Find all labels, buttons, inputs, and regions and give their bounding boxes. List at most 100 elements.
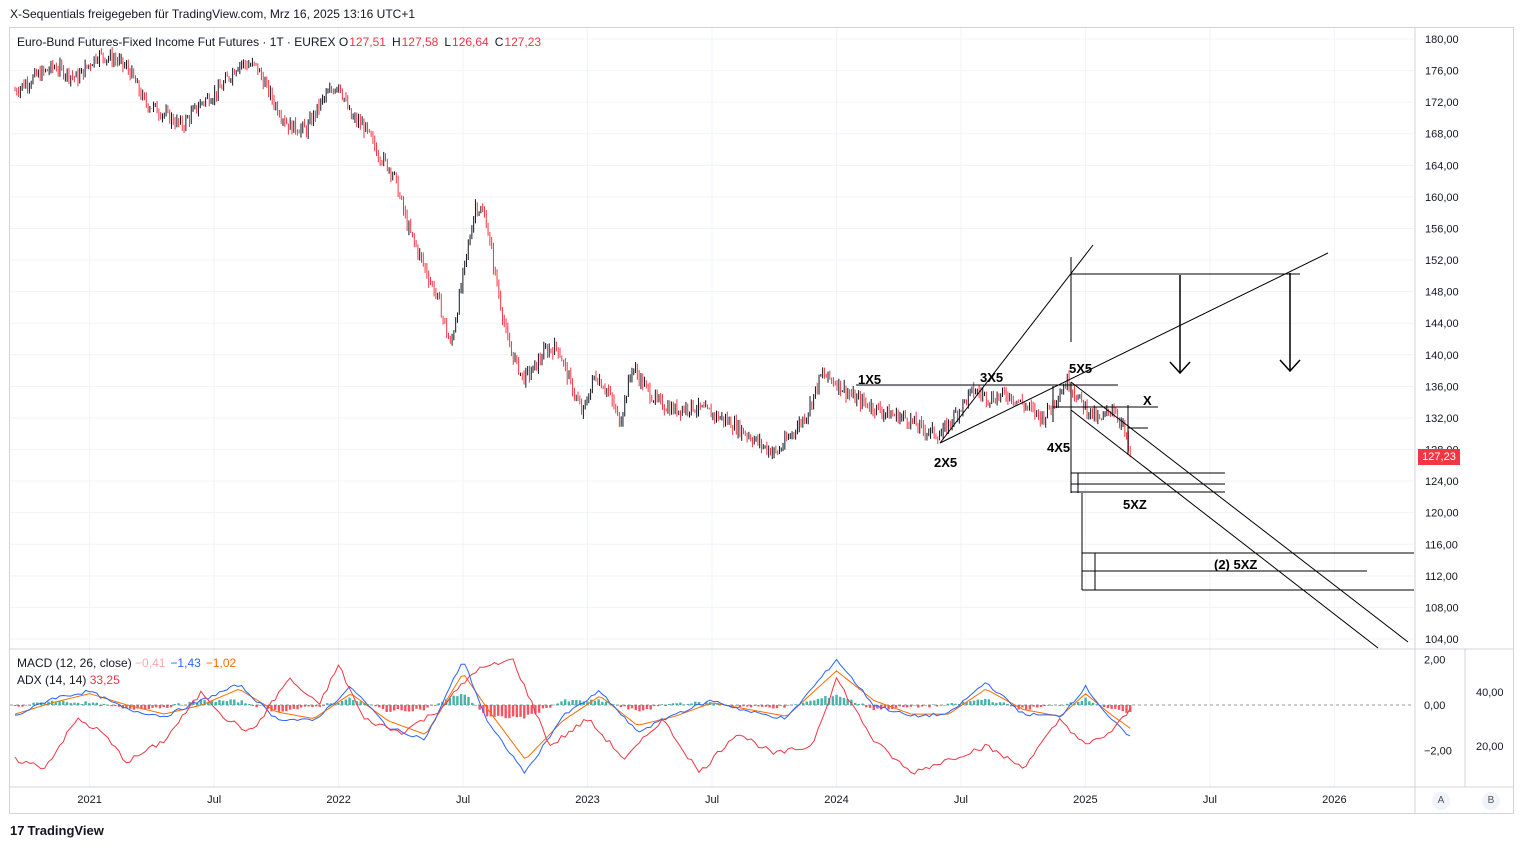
time-tick-label: Jul (705, 794, 719, 806)
macd-hist-bar (734, 705, 738, 706)
macd-hist-bar (240, 700, 243, 705)
macd-hist-bar (917, 705, 920, 708)
macd-hist-bar (586, 701, 589, 705)
macd-hist-bar (630, 705, 634, 709)
macd-hist-bar (1114, 705, 1117, 709)
macd-hist-bar (1117, 705, 1121, 710)
macd-hist-bar (746, 705, 749, 707)
annot-1x5: 1X5 (858, 372, 881, 387)
macd-hist-bar (523, 705, 526, 719)
macd-hist-bar (549, 705, 552, 708)
macd-hist-bar (679, 702, 682, 705)
macd-hist-bar (1032, 705, 1035, 707)
macd-hist-bar (902, 705, 905, 708)
macd-hist-bar (433, 705, 437, 706)
macd-hist-bar (660, 704, 664, 705)
macd-hist-bar (567, 701, 571, 705)
macd-hist-bar (578, 700, 582, 705)
macd-hist-bar (537, 705, 541, 713)
macd-hist-bar (511, 705, 515, 717)
macd-hist-bar (1024, 705, 1028, 710)
tradingview-logo[interactable]: 17 TradingView (10, 823, 104, 838)
macd-line-value: −1,43 (170, 656, 201, 670)
macd-hist-bar (415, 705, 418, 709)
macd-hist-bar (705, 702, 708, 705)
macd-hist-bar (322, 705, 325, 706)
macd-hist-bar (671, 703, 675, 705)
macd-hist-bar (255, 705, 258, 708)
macd-hist-bar (813, 700, 816, 705)
macd-hist-value: −0,41 (135, 656, 166, 670)
macd-hist-bar (943, 705, 946, 706)
macd-hist-bar (84, 701, 87, 705)
macd-hist-bar (757, 705, 760, 707)
macd-hist-bar (218, 699, 221, 705)
macd-hist-bar (801, 702, 805, 705)
log-scale-button[interactable]: B (1482, 792, 1500, 810)
macd-hist-bar (229, 699, 232, 705)
macd-hist-bar (1028, 705, 1032, 710)
macd-hist-bar (1125, 705, 1128, 713)
macd-hist-bar (348, 697, 351, 705)
adx-value: 33,25 (89, 673, 120, 687)
macd-hist-bar (102, 703, 106, 705)
macd-hist-bar (129, 705, 132, 709)
close-value: 127,23 (504, 35, 542, 49)
macd-hist-bar (816, 698, 820, 705)
macd-hist-bar (1095, 704, 1098, 705)
macd-hist-bar (616, 705, 619, 706)
symbol-name: Euro-Bund Futures-Fixed Income Fut Futur… (17, 35, 336, 49)
macd-hist-bar (184, 704, 188, 706)
series (14, 46, 1131, 775)
macd-hist-bar (597, 699, 600, 705)
macd-hist-bar (954, 703, 957, 705)
macd-hist-bar (846, 699, 849, 705)
macd-hist-bar (984, 698, 987, 705)
auto-scale-button[interactable]: A (1432, 792, 1450, 810)
macd-hist-bar (251, 705, 255, 706)
macd-hist-bar (169, 705, 173, 708)
symbol-legend: Euro-Bund Futures-Fixed Income Fut Futur… (17, 35, 547, 49)
macd-hist-bar (642, 705, 645, 711)
macd-hist-bar (233, 699, 236, 705)
macd-hist-bar (850, 699, 853, 705)
macd-hist-bar (221, 700, 225, 705)
time-tick-label: 2026 (1322, 794, 1346, 806)
tradingview-wordmark: TradingView (27, 823, 104, 838)
macd-hist-bar (1036, 705, 1039, 708)
arrow-head-2 (1279, 359, 1301, 373)
macd-hist-bar (738, 705, 742, 708)
macd-histogram (13, 694, 1132, 719)
macd-hist-bar (508, 705, 511, 719)
annot-x: X (1143, 393, 1152, 408)
macd-tick-label: −2,00 (1424, 746, 1452, 758)
macd-hist-bar (946, 703, 950, 705)
arrow-head-1 (1169, 361, 1191, 375)
macd-hist-bar (244, 703, 247, 705)
macd-hist-bar (359, 701, 362, 705)
macd-hist-bar (608, 704, 611, 706)
macd-hist-bar (1062, 705, 1065, 706)
high-label: H (391, 35, 401, 49)
macd-hist-bar (99, 705, 102, 707)
macd-hist-bar (634, 705, 637, 710)
trend-drawings (856, 244, 1414, 649)
open-label: O (338, 35, 349, 49)
macd-hist-bar (370, 704, 374, 706)
macd-hist-bar (489, 705, 493, 717)
macd-hist-bar (296, 705, 299, 710)
macd-hist-bar (1021, 705, 1024, 708)
macd-hist-bar (898, 705, 901, 707)
macd-hist-bar (779, 705, 782, 706)
macd-hist-bar (857, 703, 861, 705)
channel-line-1 (1070, 381, 1409, 643)
time-tick-label: Jul (207, 794, 221, 806)
macd-hist-bar (839, 696, 842, 705)
macd-hist-bar (500, 705, 504, 717)
macd-hist-bar (121, 705, 124, 709)
macd-tick-label: 0,00 (1424, 700, 1445, 712)
macd-hist-bar (270, 705, 273, 712)
macd-hist-bar (43, 703, 46, 705)
macd-hist-bar (1058, 705, 1061, 706)
